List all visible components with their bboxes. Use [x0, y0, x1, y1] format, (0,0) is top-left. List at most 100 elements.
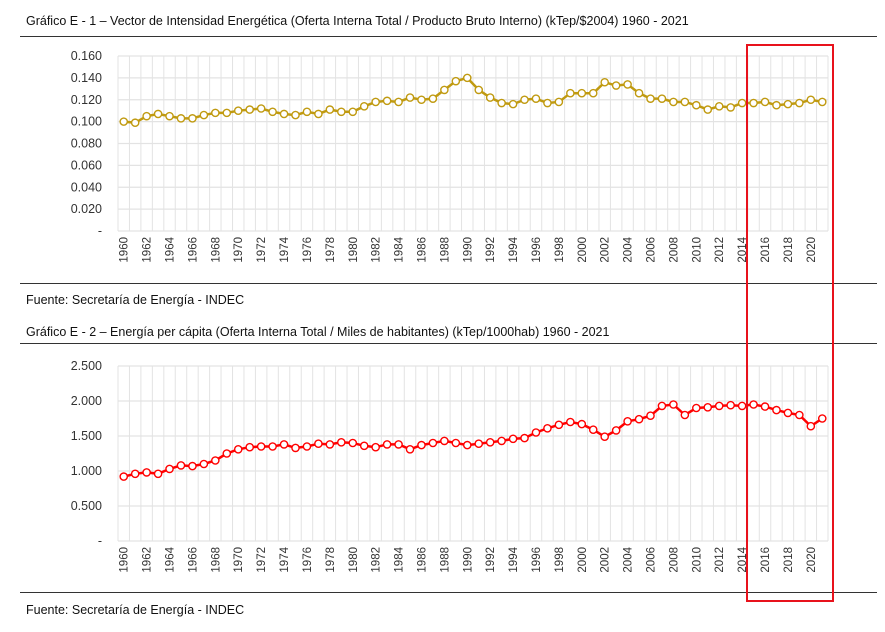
- data-point-2002: [600, 432, 609, 442]
- data-point-1999: [566, 88, 575, 98]
- data-point-1991: [474, 439, 484, 449]
- y-tick-label: 0.060: [71, 158, 102, 172]
- data-point-2000: [577, 88, 587, 98]
- data-point-2011: [703, 402, 713, 412]
- data-point-1987: [428, 94, 438, 103]
- data-point-2011: [703, 105, 713, 114]
- data-point-1970: [233, 106, 243, 115]
- data-point-1972: [256, 442, 266, 451]
- chart-1: - 0.020 0.040 0.060 0.080 0.100 0.120 0.140 0.16…: [71, 49, 829, 263]
- data-point-2007: [657, 94, 667, 103]
- x-tick-label: 1992: [485, 237, 497, 263]
- x-tick-label: 2000: [577, 237, 589, 263]
- data-point-1971: [245, 442, 254, 452]
- x-tick-label: 1992: [485, 547, 497, 573]
- x-tick-label: 1976: [302, 547, 314, 573]
- data-point-1983: [382, 440, 392, 449]
- data-point-2018: [783, 408, 793, 418]
- data-point-1968: [211, 456, 220, 465]
- x-tick-label: 1960: [119, 547, 131, 573]
- data-point-1993: [497, 436, 506, 446]
- data-point-1994: [508, 99, 518, 109]
- x-tick-label: 1994: [508, 236, 520, 262]
- data-point-2006: [646, 94, 655, 103]
- x-tick-label: 1988: [439, 237, 451, 263]
- data-point-1985: [405, 444, 415, 454]
- y-tick-label: 0.040: [71, 180, 102, 194]
- data-point-2009: [680, 410, 690, 420]
- data-point-1976: [302, 107, 312, 117]
- x-tick-label: 1974: [279, 236, 291, 262]
- x-tick-label: 1968: [210, 237, 222, 263]
- y-tick-label: 0.080: [71, 137, 102, 151]
- data-point-1963: [153, 109, 163, 119]
- data-point-1988: [440, 436, 449, 446]
- data-point-2016: [760, 402, 770, 411]
- data-point-1996: [531, 94, 541, 103]
- data-point-1962: [142, 468, 151, 477]
- data-point-1996: [531, 428, 541, 437]
- data-point-1974: [279, 440, 289, 449]
- y-tick-label: -: [98, 534, 102, 548]
- x-tick-label: 1982: [371, 237, 383, 263]
- data-point-2014: [737, 98, 747, 108]
- data-point-2004: [623, 416, 632, 426]
- data-point-1971: [245, 105, 254, 114]
- x-tick-label: 1990: [462, 547, 474, 573]
- data-point-2005: [634, 88, 644, 98]
- data-point-1981: [359, 102, 369, 111]
- data-point-2006: [646, 411, 655, 421]
- data-point-2020: [806, 421, 816, 431]
- x-tick-label: 1986: [416, 547, 428, 573]
- y-tick-label: 0.160: [71, 49, 102, 63]
- data-point-1969: [222, 108, 232, 118]
- data-point-1961: [130, 118, 140, 128]
- x-tick-label: 2018: [783, 237, 795, 263]
- data-point-1972: [256, 104, 266, 113]
- data-point-1975: [291, 443, 300, 453]
- x-tick-label: 2018: [783, 547, 795, 573]
- x-tick-label: 2008: [668, 237, 680, 263]
- data-point-1963: [153, 469, 163, 479]
- data-point-2007: [657, 401, 667, 411]
- y-tick-label: 0.120: [71, 93, 102, 107]
- y-tick-label: 0.100: [71, 115, 102, 129]
- data-point-1966: [188, 114, 197, 123]
- data-point-2019: [795, 98, 804, 108]
- data-point-2010: [692, 403, 701, 413]
- x-tick-label: 1996: [531, 237, 543, 263]
- x-tick-label: 1968: [210, 547, 222, 573]
- data-point-2017: [772, 100, 781, 110]
- x-tick-label: 1980: [348, 237, 360, 263]
- data-point-1977: [314, 439, 323, 449]
- data-point-1982: [371, 442, 380, 452]
- data-point-2003: [611, 426, 621, 435]
- data-point-1988: [440, 85, 449, 95]
- chart-2: - 0.500 1.000 1.500 2.000 2.500 1960 1962 1964 19…: [71, 359, 829, 573]
- x-tick-label: 2002: [600, 547, 612, 573]
- data-point-1997: [543, 98, 552, 108]
- data-point-2020: [806, 95, 816, 105]
- x-tick-label: 1998: [554, 547, 566, 573]
- data-point-1993: [497, 98, 506, 108]
- x-tick-label: 1986: [416, 237, 428, 263]
- x-tick-label: 1966: [187, 547, 199, 573]
- x-tick-label: 2006: [646, 237, 658, 263]
- data-point-1964: [165, 111, 174, 121]
- data-point-1984: [394, 97, 403, 107]
- data-point-2013: [726, 400, 735, 410]
- data-point-2013: [726, 103, 735, 112]
- data-point-1984: [394, 440, 403, 449]
- x-tick-label: 1962: [142, 547, 154, 573]
- chart-2-bottom-rule: [20, 592, 877, 593]
- data-point-1992: [485, 93, 495, 102]
- data-point-2021: [817, 97, 827, 107]
- x-tick-label: 1976: [302, 237, 314, 263]
- data-point-1994: [508, 434, 518, 444]
- data-point-1978: [325, 440, 335, 449]
- x-tick-label: 1984: [394, 236, 406, 262]
- x-tick-label: 2020: [806, 237, 818, 263]
- data-point-1970: [233, 444, 243, 454]
- data-point-2012: [714, 401, 724, 411]
- data-point-1986: [417, 95, 426, 105]
